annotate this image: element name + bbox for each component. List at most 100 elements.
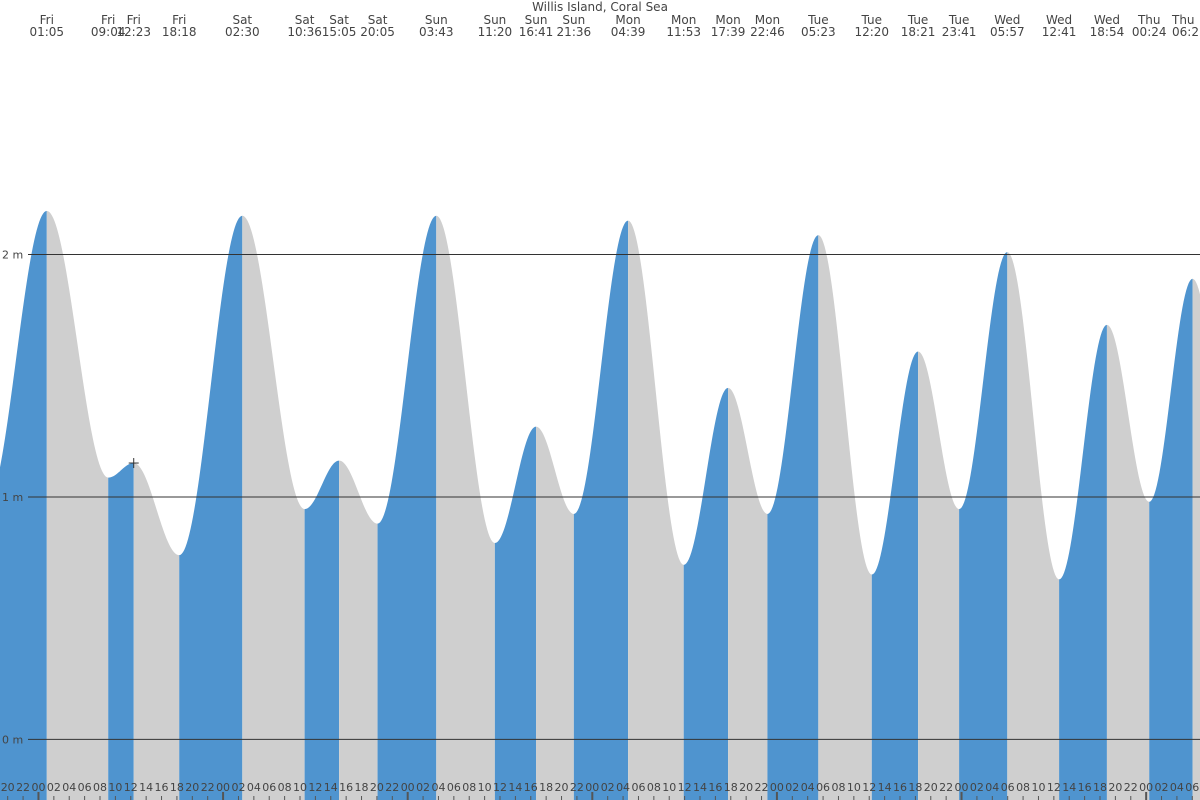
falling-tide-segment: [918, 351, 960, 800]
x-tick-label: 02: [785, 781, 799, 794]
extreme-time-label: 15:05: [322, 25, 357, 39]
x-tick-label: 16: [524, 781, 538, 794]
extreme-time-label: 05:23: [801, 25, 836, 39]
x-tick-label: 08: [1016, 781, 1030, 794]
x-tick-label: 06: [447, 781, 461, 794]
extreme-day-label: Tue: [907, 13, 929, 27]
x-tick-label: 22: [939, 781, 953, 794]
extreme-time-label: 12:41: [1042, 25, 1077, 39]
x-tick-label: 22: [201, 781, 215, 794]
rising-tide-segment: [959, 252, 1008, 800]
x-tick-label: 00: [216, 781, 230, 794]
x-tick-label: 14: [508, 781, 522, 794]
x-tick-label: 22: [385, 781, 399, 794]
x-tick-label: 18: [724, 781, 738, 794]
extreme-day-label: Sat: [329, 13, 349, 27]
x-tick-label: 00: [585, 781, 599, 794]
falling-tide-segment: [46, 210, 109, 800]
x-tick-label: 12: [862, 781, 876, 794]
x-tick-label: 20: [924, 781, 938, 794]
x-tick-label: 10: [478, 781, 492, 794]
extreme-time-label: 16:41: [519, 25, 554, 39]
x-tick-label: 12: [1047, 781, 1061, 794]
x-tick-label: 08: [462, 781, 476, 794]
extreme-day-label: Fri: [172, 13, 186, 27]
x-tick-label: 08: [831, 781, 845, 794]
extreme-time-label: 22:46: [750, 25, 785, 39]
x-tick-label: 02: [47, 781, 61, 794]
extreme-time-label: 18:18: [162, 25, 197, 39]
x-axis-layer: 20 22 00 02 04 06 08 10 12 14 16 18 20 22 00 02 04 06 08 10…: [1, 781, 1199, 800]
falling-tide-segment: [339, 460, 378, 800]
x-tick-label: 02: [416, 781, 430, 794]
x-tick-label: 16: [708, 781, 722, 794]
x-tick-label: 20: [370, 781, 384, 794]
x-tick-label: 06: [631, 781, 645, 794]
x-tick-label: 08: [278, 781, 292, 794]
x-tick-label: 22: [16, 781, 30, 794]
extreme-time-label: 05:57: [990, 25, 1025, 39]
x-tick-label: 14: [878, 781, 892, 794]
x-tick-label: 22: [755, 781, 769, 794]
x-tick-label: 18: [170, 781, 184, 794]
x-tick-label: 04: [985, 781, 999, 794]
falling-tide-segment: [1007, 252, 1060, 800]
extreme-time-label: 02:30: [225, 25, 260, 39]
x-tick-label: 04: [801, 781, 815, 794]
x-tick-label: 18: [539, 781, 553, 794]
x-tick-label: 02: [231, 781, 245, 794]
falling-tide-segment: [728, 387, 768, 800]
extreme-time-label: 17:39: [711, 25, 746, 39]
x-tick-label: 06: [262, 781, 276, 794]
extreme-day-label: Fri: [127, 13, 141, 27]
extreme-day-label: Thu: [1137, 13, 1161, 27]
x-tick-label: 04: [616, 781, 630, 794]
y-tick-label: 0 m: [2, 733, 23, 746]
extreme-day-label: Tue: [861, 13, 883, 27]
extreme-time-label: 10:36: [287, 25, 322, 39]
extreme-time-label: 11:53: [666, 25, 701, 39]
falling-tide-segment: [242, 215, 305, 800]
x-tick-label: 20: [739, 781, 753, 794]
extreme-time-label: 06:2: [1172, 25, 1199, 39]
extreme-day-label: Sat: [232, 13, 252, 27]
x-tick-label: 22: [570, 781, 584, 794]
y-tick-label: 2 m: [2, 249, 23, 262]
x-tick-label: 12: [124, 781, 138, 794]
extreme-day-label: Fri: [101, 13, 115, 27]
extreme-day-label: Mon: [755, 13, 780, 27]
falling-tide-segment: [1192, 278, 1200, 800]
cursor-marker: [128, 458, 139, 469]
x-tick-label: 22: [1124, 781, 1138, 794]
x-tick-label: 12: [678, 781, 692, 794]
rising-tide-segment: [871, 351, 919, 800]
x-tick-label: 02: [1155, 781, 1169, 794]
extreme-time-label: 00:24: [1132, 25, 1167, 39]
x-tick-label: 10: [108, 781, 122, 794]
extreme-time-label: 21:36: [557, 25, 592, 39]
rising-tide-segment: [0, 210, 47, 800]
extreme-day-label: Mon: [615, 13, 640, 27]
x-tick-label: 08: [647, 781, 661, 794]
extreme-day-label: Tue: [807, 13, 829, 27]
rising-tide-segment: [683, 387, 729, 800]
rising-tide-segment: [377, 215, 437, 800]
x-tick-label: 10: [662, 781, 676, 794]
falling-tide-segment: [536, 426, 574, 800]
extreme-time-label: 23:41: [942, 25, 977, 39]
x-tick-label: 04: [1170, 781, 1184, 794]
falling-tide-segment: [818, 235, 872, 800]
x-tick-label: 18: [1093, 781, 1107, 794]
x-tick-label: 18: [355, 781, 369, 794]
rising-tide-segment: [767, 235, 819, 800]
chart-title: Willis Island, Coral Sea: [532, 0, 668, 14]
extreme-time-label: 18:21: [901, 25, 936, 39]
x-tick-label: 00: [31, 781, 45, 794]
extreme-time-label: 09:04: [91, 25, 126, 39]
x-tick-label: 06: [816, 781, 830, 794]
rising-tide-segment: [494, 426, 537, 800]
x-tick-label: 06: [78, 781, 92, 794]
extreme-day-label: Sun: [483, 13, 506, 27]
x-tick-label: 10: [1031, 781, 1045, 794]
